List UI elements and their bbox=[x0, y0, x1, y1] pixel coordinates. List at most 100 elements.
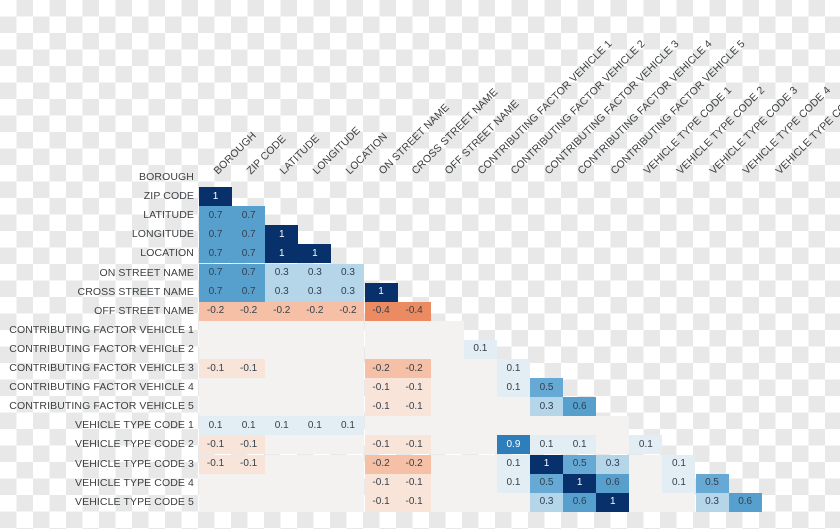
heatmap-cell bbox=[298, 492, 332, 512]
heatmap-cell: -0.1 bbox=[364, 435, 398, 455]
heatmap-cell bbox=[364, 320, 398, 340]
row-label-2: LATITUDE bbox=[143, 209, 194, 222]
heatmap-cell bbox=[430, 359, 464, 379]
heatmap-cell: 0.5 bbox=[695, 473, 729, 493]
cell-value: 0.1 bbox=[340, 419, 355, 431]
heatmap-cell: 0.5 bbox=[530, 378, 564, 398]
heatmap-cell bbox=[463, 473, 497, 493]
heatmap-cell bbox=[596, 416, 630, 436]
cell-value: -0.1 bbox=[405, 477, 423, 489]
cell-value: -0.2 bbox=[206, 305, 225, 317]
heatmap-cell: 0.5 bbox=[563, 454, 597, 474]
heatmap-cell bbox=[232, 397, 266, 417]
cell-value: 0.3 bbox=[340, 267, 355, 279]
heatmap-cell: -0.1 bbox=[397, 397, 431, 417]
cell-value: -0.1 bbox=[240, 438, 258, 450]
cell-value: -0.1 bbox=[405, 438, 423, 450]
cell-value: -0.2 bbox=[372, 458, 390, 470]
cell-value: -0.1 bbox=[206, 438, 225, 450]
heatmap-cell bbox=[298, 454, 332, 474]
heatmap-cell bbox=[298, 435, 332, 455]
heatmap-cell bbox=[397, 339, 431, 359]
cell-value: 1 bbox=[609, 496, 616, 508]
cell-value: 0.3 bbox=[539, 400, 554, 412]
cell-value: -0.1 bbox=[372, 477, 390, 489]
heatmap-cell: 0.1 bbox=[331, 416, 365, 436]
heatmap-cell bbox=[298, 320, 332, 340]
cell-value: 0.7 bbox=[208, 209, 223, 221]
heatmap-cell bbox=[563, 416, 597, 436]
heatmap-cell bbox=[430, 397, 464, 417]
heatmap-cell bbox=[430, 473, 464, 493]
heatmap-cell: -0.2 bbox=[364, 359, 398, 379]
heatmap-cell: -0.1 bbox=[364, 473, 398, 493]
heatmap-cell bbox=[331, 359, 365, 379]
cell-value: -0.4 bbox=[372, 305, 390, 317]
cell-value: -0.2 bbox=[405, 458, 423, 470]
heatmap-cell bbox=[397, 320, 431, 340]
heatmap-cell bbox=[463, 492, 497, 512]
row-label-15: VEHICLE TYPE CODE 3 bbox=[75, 457, 194, 470]
heatmap-cell bbox=[199, 473, 233, 493]
cell-value: 0.6 bbox=[605, 477, 620, 489]
heatmap-cell: 0.1 bbox=[199, 416, 233, 436]
heatmap-cell: -0.4 bbox=[397, 301, 431, 321]
heatmap-cell: 0.5 bbox=[530, 473, 564, 493]
row-label-16: VEHICLE TYPE CODE 4 bbox=[75, 476, 194, 489]
cell-value: 1 bbox=[576, 477, 583, 489]
cell-value: -0.1 bbox=[405, 400, 423, 412]
heatmap-cell: -0.1 bbox=[397, 435, 431, 455]
heatmap-cell: 0.6 bbox=[728, 492, 762, 512]
heatmap-cell: 1 bbox=[364, 282, 398, 302]
cell-value: 0.1 bbox=[506, 477, 521, 489]
cell-value: 0.5 bbox=[539, 477, 554, 489]
row-label-1: ZIP CODE bbox=[143, 190, 194, 203]
heatmap-cell: 0.3 bbox=[298, 282, 332, 302]
cell-value: -0.1 bbox=[372, 496, 390, 508]
cell-value: 0.5 bbox=[539, 381, 554, 393]
heatmap-cell bbox=[298, 339, 332, 359]
row-label-12: CONTRIBUTING FACTOR VEHICLE 5 bbox=[9, 400, 194, 413]
heatmap-cell bbox=[265, 492, 299, 512]
cell-value: -0.1 bbox=[372, 438, 390, 450]
cell-value: -0.2 bbox=[405, 362, 423, 374]
cell-value: 0.1 bbox=[506, 458, 521, 470]
cell-value: 1 bbox=[212, 190, 219, 202]
heatmap-cell: 0.3 bbox=[331, 263, 365, 283]
heatmap-cell bbox=[331, 320, 365, 340]
cell-value: 0.7 bbox=[208, 247, 223, 259]
heatmap-cell: 0.3 bbox=[695, 492, 729, 512]
heatmap-cell: -0.1 bbox=[397, 492, 431, 512]
heatmap-cell: 1 bbox=[265, 244, 299, 264]
heatmap-cell bbox=[596, 435, 630, 455]
heatmap-cell: -0.2 bbox=[232, 301, 266, 321]
heatmap-cell bbox=[496, 416, 530, 436]
heatmap-cell bbox=[430, 320, 464, 340]
heatmap-cell: 0.1 bbox=[496, 473, 530, 493]
heatmap-cell: 0.1 bbox=[265, 416, 299, 436]
heatmap-cell bbox=[463, 359, 497, 379]
heatmap-cell: -0.2 bbox=[331, 301, 365, 321]
row-label-17: VEHICLE TYPE CODE 5 bbox=[75, 495, 194, 508]
cell-value: 0.6 bbox=[572, 496, 587, 508]
heatmap-cell bbox=[265, 473, 299, 493]
cell-value: 1 bbox=[278, 247, 285, 259]
heatmap-cell bbox=[430, 416, 464, 436]
cell-value: 0.6 bbox=[738, 496, 753, 508]
heatmap-cell bbox=[265, 454, 299, 474]
heatmap-cell: -0.1 bbox=[232, 454, 266, 474]
heatmap-cell: 0.1 bbox=[496, 454, 530, 474]
heatmap-cell: -0.4 bbox=[364, 301, 398, 321]
cell-value: 0.3 bbox=[605, 458, 620, 470]
heatmap-cell: 0.3 bbox=[265, 282, 299, 302]
heatmap-cell bbox=[397, 416, 431, 436]
cell-value: 0.7 bbox=[241, 209, 256, 221]
cell-value: -0.1 bbox=[405, 496, 423, 508]
heatmap-cell bbox=[364, 416, 398, 436]
heatmap-cell bbox=[199, 378, 233, 398]
heatmap-cell bbox=[265, 339, 299, 359]
heatmap-cell bbox=[331, 435, 365, 455]
heatmap-cell bbox=[463, 416, 497, 436]
row-label-10: CONTRIBUTING FACTOR VEHICLE 3 bbox=[9, 362, 194, 374]
cell-value: 0.7 bbox=[241, 228, 256, 240]
